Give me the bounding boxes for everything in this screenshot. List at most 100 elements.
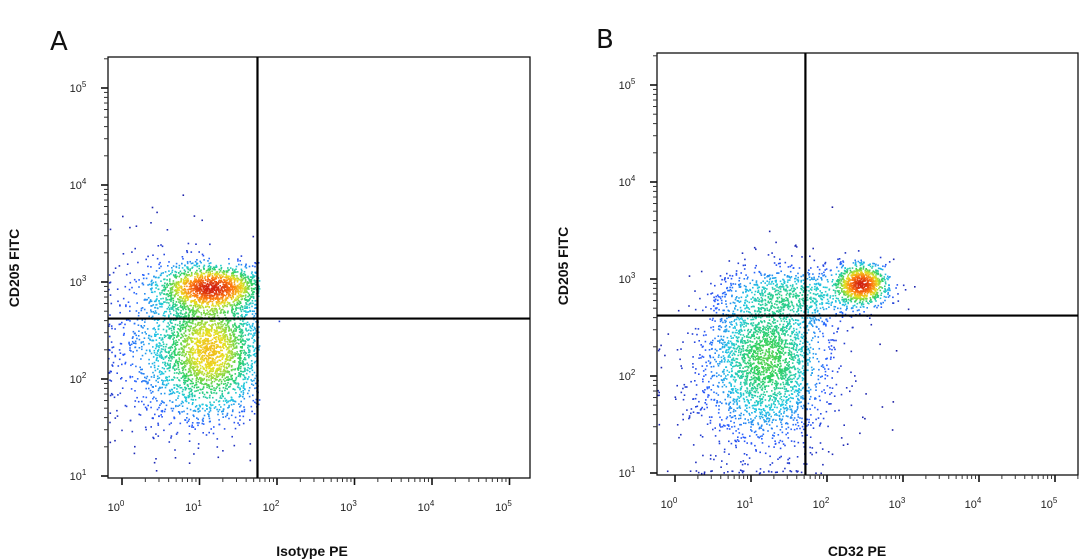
event-dot (238, 278, 240, 281)
event-dot (210, 320, 212, 322)
event-dot (191, 374, 193, 376)
event-dot (178, 284, 180, 287)
event-dot (224, 335, 227, 338)
event-dot (162, 358, 165, 360)
event-dot (161, 284, 163, 287)
event-dot (173, 284, 176, 287)
event-dot (131, 286, 133, 289)
event-dot (191, 394, 194, 397)
event-dot (209, 388, 212, 391)
event-dot (184, 323, 187, 325)
event-dot (710, 366, 713, 368)
event-dot (185, 297, 187, 299)
event-dot (214, 364, 216, 367)
event-dot (246, 321, 249, 324)
event-dot (688, 305, 690, 307)
event-dot (730, 335, 732, 337)
event-dot (208, 367, 210, 370)
event-dot (204, 369, 207, 372)
event-dot (173, 340, 175, 342)
event-dot (201, 282, 203, 284)
event-dot (213, 329, 216, 331)
event-dot (249, 370, 251, 373)
event-dot (186, 421, 188, 424)
plot-frame (107, 56, 531, 479)
event-dot (208, 379, 210, 381)
event-dot (158, 342, 161, 344)
event-dot (254, 262, 256, 264)
event-dot (189, 304, 191, 307)
event-dot (196, 331, 198, 334)
event-dot (154, 413, 156, 416)
event-dot (192, 287, 195, 290)
event-dot (212, 297, 215, 299)
event-dot (209, 296, 211, 299)
event-dot (179, 316, 181, 318)
event-dot (124, 404, 127, 407)
event-dot (224, 334, 226, 337)
event-dot (109, 370, 112, 373)
event-dot (209, 420, 211, 423)
event-dot (158, 356, 161, 358)
event-dot (253, 283, 256, 285)
event-dot (143, 325, 146, 327)
event-dot (242, 335, 244, 337)
event-dot (744, 422, 747, 425)
event-dot (208, 411, 211, 413)
event-dot (219, 285, 221, 287)
event-dot (191, 426, 193, 428)
event-dot (195, 341, 198, 344)
event-dot (158, 354, 160, 356)
event-dot (186, 305, 189, 307)
event-dot (179, 325, 181, 327)
event-dot (158, 415, 160, 418)
event-dot (188, 391, 191, 394)
event-dot (777, 326, 780, 329)
event-dot (234, 382, 237, 384)
event-dot (203, 295, 206, 298)
event-dot (236, 336, 238, 339)
event-dot (193, 386, 196, 389)
event-dot (215, 387, 217, 390)
event-dot (211, 363, 213, 365)
event-dot (221, 410, 223, 413)
event-dot (236, 295, 239, 298)
event-dot (176, 431, 179, 434)
event-dot (211, 370, 213, 373)
event-dot (218, 378, 221, 381)
event-dot (766, 405, 769, 408)
event-dot (214, 288, 216, 291)
event-dot (751, 412, 753, 414)
event-dot (186, 261, 189, 263)
event-dot (191, 320, 194, 323)
event-dot (218, 279, 221, 282)
event-dot (846, 268, 848, 271)
event-dot (146, 382, 148, 385)
event-dot (108, 288, 110, 291)
event-dot (239, 290, 241, 293)
event-dot (187, 337, 189, 339)
event-dot (155, 458, 157, 460)
event-dot (130, 350, 132, 352)
event-dot (181, 300, 183, 302)
event-dot (247, 311, 250, 313)
event-dot (244, 340, 247, 343)
event-dot (172, 308, 174, 310)
event-dot (153, 352, 156, 354)
event-dot (196, 305, 199, 308)
event-dot (234, 280, 236, 282)
event-dot (114, 354, 117, 357)
event-dot (225, 360, 227, 363)
event-dot (172, 334, 174, 337)
event-dot (215, 264, 218, 267)
event-dot (222, 311, 225, 314)
event-dot (193, 215, 196, 217)
event-dot (165, 329, 168, 332)
event-dot (803, 303, 805, 305)
event-dot (767, 333, 770, 336)
event-dot (187, 274, 189, 276)
event-dot (191, 347, 193, 349)
event-dot (241, 329, 244, 332)
event-dot (187, 328, 190, 331)
event-dot (189, 368, 191, 371)
